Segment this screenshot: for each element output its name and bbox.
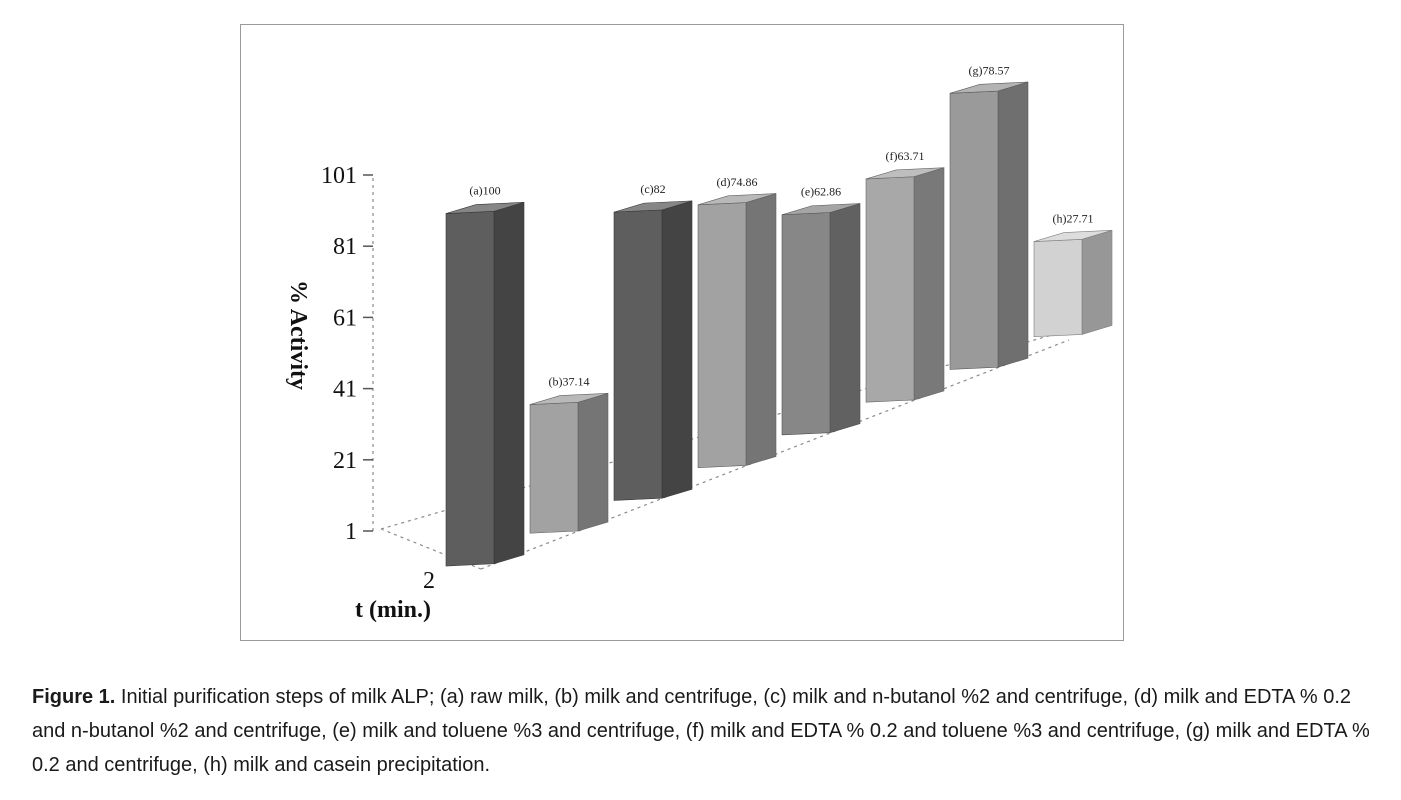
x-tick-label: 2: [423, 568, 435, 594]
data-label-(f): (f)63.71: [886, 149, 925, 163]
bars: [445, 81, 1113, 567]
bar-front-face: [613, 209, 663, 501]
y-tick-label-5: 101: [321, 163, 357, 189]
y-axis-title: % Activity: [285, 280, 311, 390]
data-label-(g): (g)78.57: [969, 63, 1010, 77]
data-label-(h): (h)27.71: [1053, 212, 1094, 226]
bar-front-face: [949, 90, 999, 370]
bar-side-face: [997, 81, 1029, 368]
y-tick-label-1: 21: [333, 448, 357, 474]
bar-side-face: [1081, 229, 1113, 335]
bar-top-face: [529, 393, 609, 405]
bar-side-face: [913, 167, 945, 401]
bar-front-face: [529, 402, 579, 534]
chart-frame: 1 21 41 61 81 101 (a)100 (b)37.14 (c)82 (d)74.86…: [240, 24, 1124, 641]
bar-front-face: [865, 176, 915, 403]
bar-front-face: [697, 202, 747, 469]
bar-top-face: [865, 167, 945, 180]
data-label-(e): (e)62.86: [801, 185, 841, 199]
y-tick-label-2: 41: [333, 377, 357, 403]
x-axis-title: t (min.): [355, 597, 431, 623]
bar-top-face: [781, 203, 861, 216]
data-label-(d): (d)74.86: [717, 175, 758, 189]
bar-side-face: [493, 201, 525, 565]
bar-(c): [613, 200, 693, 501]
bar-side-face: [745, 193, 777, 466]
bar-side-face: [661, 200, 693, 499]
bar-front-face: [1033, 239, 1083, 337]
y-tick-label-4: 81: [333, 234, 357, 260]
bar-top-face: [613, 200, 693, 213]
caption-label: Figure 1.: [32, 686, 116, 708]
bar-(f): [865, 167, 945, 403]
bar-(b): [529, 392, 609, 534]
bar-front-face: [781, 212, 831, 436]
data-labels: (a)100 (b)37.14 (c)82 (d)74.86 (e)62.86 (f)63…: [469, 63, 1093, 388]
data-label-(a): (a)100: [469, 184, 500, 198]
bar-(a): [445, 201, 525, 567]
bar-(e): [781, 203, 861, 436]
bar-front-face: [445, 210, 495, 567]
bar-(d): [697, 193, 777, 469]
bar-top-face: [697, 193, 777, 206]
bar-(h): [1033, 229, 1113, 337]
bar-side-face: [829, 203, 861, 434]
figure-caption: Figure 1. Initial purification steps of …: [32, 680, 1377, 782]
y-axis: 1 21 41 61 81 101: [321, 163, 374, 545]
y-tick-label-0: 1: [345, 519, 357, 545]
bar-top-face: [445, 202, 525, 214]
data-label-(b): (b)37.14: [549, 375, 590, 389]
bar-top-face: [949, 81, 1029, 94]
bar-top-face: [1033, 230, 1113, 242]
data-label-(c): (c)82: [640, 182, 665, 196]
bar-chart-3d: 1 21 41 61 81 101 (a)100 (b)37.14 (c)82 (d)74.86…: [285, 63, 1113, 623]
bar-side-face: [577, 392, 609, 532]
bar-(g): [949, 81, 1029, 370]
caption-text: Initial purification steps of milk ALP; …: [32, 686, 1370, 776]
y-tick-label-3: 61: [333, 305, 357, 331]
